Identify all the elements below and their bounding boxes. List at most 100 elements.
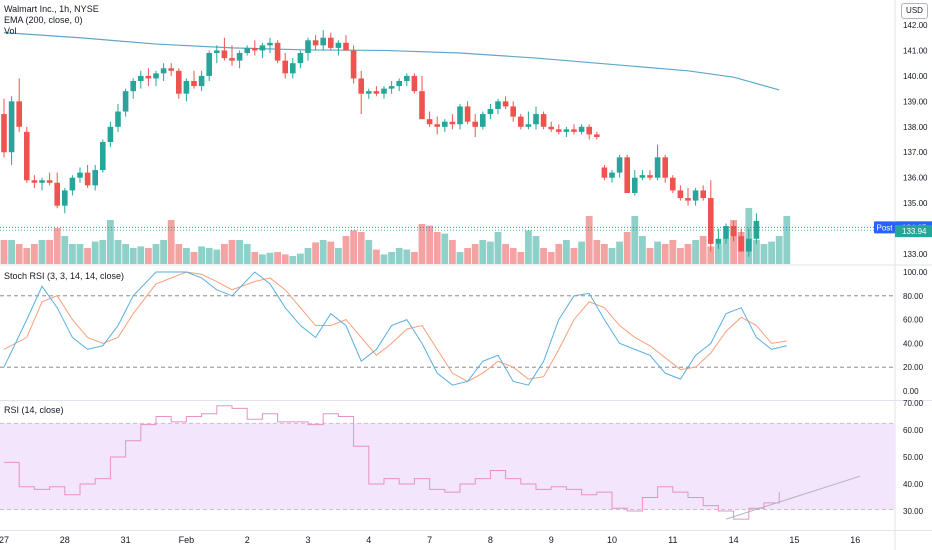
price-tick-label: 142.00 <box>903 21 928 30</box>
price-tick-label: 140.00 <box>903 72 928 81</box>
volume-bar <box>160 240 167 264</box>
stoch-tick-label: 100.00 <box>903 268 928 277</box>
volume-bar <box>760 244 768 264</box>
rsi-tick-label: 60.00 <box>903 426 924 435</box>
candle-body <box>700 190 706 199</box>
post-tag <box>874 221 895 234</box>
candle-body <box>594 134 600 137</box>
candle-body <box>685 198 691 201</box>
ema-legend: EMA (200, close, 0) <box>4 15 83 25</box>
candle-body <box>746 238 752 252</box>
candle-body <box>442 121 448 127</box>
candle-body <box>670 177 676 191</box>
rsi-trendline <box>725 475 861 520</box>
candle-body <box>46 180 53 183</box>
stoch-tick-label: 40.00 <box>903 339 924 348</box>
candle-body <box>282 60 288 74</box>
time-tick-label: 7 <box>427 535 432 545</box>
volume-bar <box>517 252 525 264</box>
time-tick-label: 28 <box>60 535 70 545</box>
candle-body <box>677 190 684 199</box>
candle-body <box>229 58 235 61</box>
candle-body <box>662 157 668 178</box>
candle-body <box>153 73 159 79</box>
candle-body <box>654 157 661 178</box>
candle-body <box>533 114 539 125</box>
volume-bar <box>684 244 692 264</box>
rsi-band <box>0 423 895 510</box>
candle-body <box>236 52 243 61</box>
candle-body <box>632 177 638 193</box>
candle-body <box>426 119 433 125</box>
price-tick-label: 138.00 <box>903 123 928 132</box>
volume-bar <box>259 254 266 264</box>
candle-body <box>358 78 364 94</box>
symbol-title: Walmart Inc., 1h, NYSE <box>4 4 99 14</box>
candle-body <box>312 40 319 46</box>
candle-body <box>419 91 425 120</box>
volume-bar <box>213 249 221 264</box>
volume-bar <box>38 240 46 264</box>
volume-bar <box>312 242 319 264</box>
time-tick-label: 9 <box>549 535 554 545</box>
volume-bar <box>236 240 243 264</box>
candle-body <box>84 172 91 186</box>
volume-bar <box>456 252 464 264</box>
volume-bar <box>532 236 540 264</box>
stoch-tick-label: 20.00 <box>903 363 924 372</box>
time-tick-label: 31 <box>121 535 131 545</box>
post-tag-label: Post <box>876 223 893 232</box>
volume-bar <box>654 241 661 264</box>
candle-body <box>206 52 212 76</box>
volume-bar <box>357 232 365 264</box>
candle-body <box>31 180 38 183</box>
volume-bar <box>15 244 23 264</box>
vol-legend: Vol <box>4 26 17 36</box>
volume-bar <box>783 216 791 264</box>
candle-body <box>267 42 273 46</box>
volume-bar <box>555 244 563 264</box>
volume-bar <box>76 244 84 264</box>
volume-bar <box>304 248 312 264</box>
volume-bar <box>593 240 601 264</box>
candle-body <box>252 47 258 51</box>
volume-bar <box>646 248 654 264</box>
candle-body <box>274 42 281 61</box>
candle-body <box>578 126 585 132</box>
volume-bar <box>487 241 494 264</box>
volume-bar <box>319 240 327 264</box>
volume-bar <box>570 248 578 264</box>
volume-bar <box>31 244 38 264</box>
candle-body <box>335 42 342 48</box>
candle-body <box>563 129 570 132</box>
volume-bar <box>107 220 114 264</box>
volume-bar <box>411 252 418 264</box>
candle-body <box>624 157 630 193</box>
volume-bar <box>601 244 608 264</box>
time-tick-label: 15 <box>789 535 799 545</box>
candle-body <box>525 124 532 127</box>
volume-bar <box>327 241 335 264</box>
candle-body <box>388 86 395 89</box>
volume-bar <box>692 240 699 264</box>
volume-bar <box>578 241 585 264</box>
volume-bar <box>228 240 236 264</box>
candle-body <box>328 37 334 48</box>
volume-bar <box>623 232 631 264</box>
rsi-tick-label: 30.00 <box>903 507 924 516</box>
volume-bar <box>471 244 479 264</box>
candle-body <box>100 142 106 171</box>
volume-bar <box>722 238 730 264</box>
candle-body <box>16 101 22 127</box>
candle-body <box>115 111 121 127</box>
rsi-tick-label: 40.00 <box>903 480 924 489</box>
candle-body <box>183 80 190 94</box>
candle-body <box>62 190 68 206</box>
candle-body <box>495 101 501 109</box>
volume-bar <box>251 252 259 264</box>
time-tick-label: 2 <box>245 535 250 545</box>
currency-button[interactable]: USD <box>901 3 928 19</box>
candle-body <box>244 47 250 53</box>
candle-body <box>290 63 296 74</box>
